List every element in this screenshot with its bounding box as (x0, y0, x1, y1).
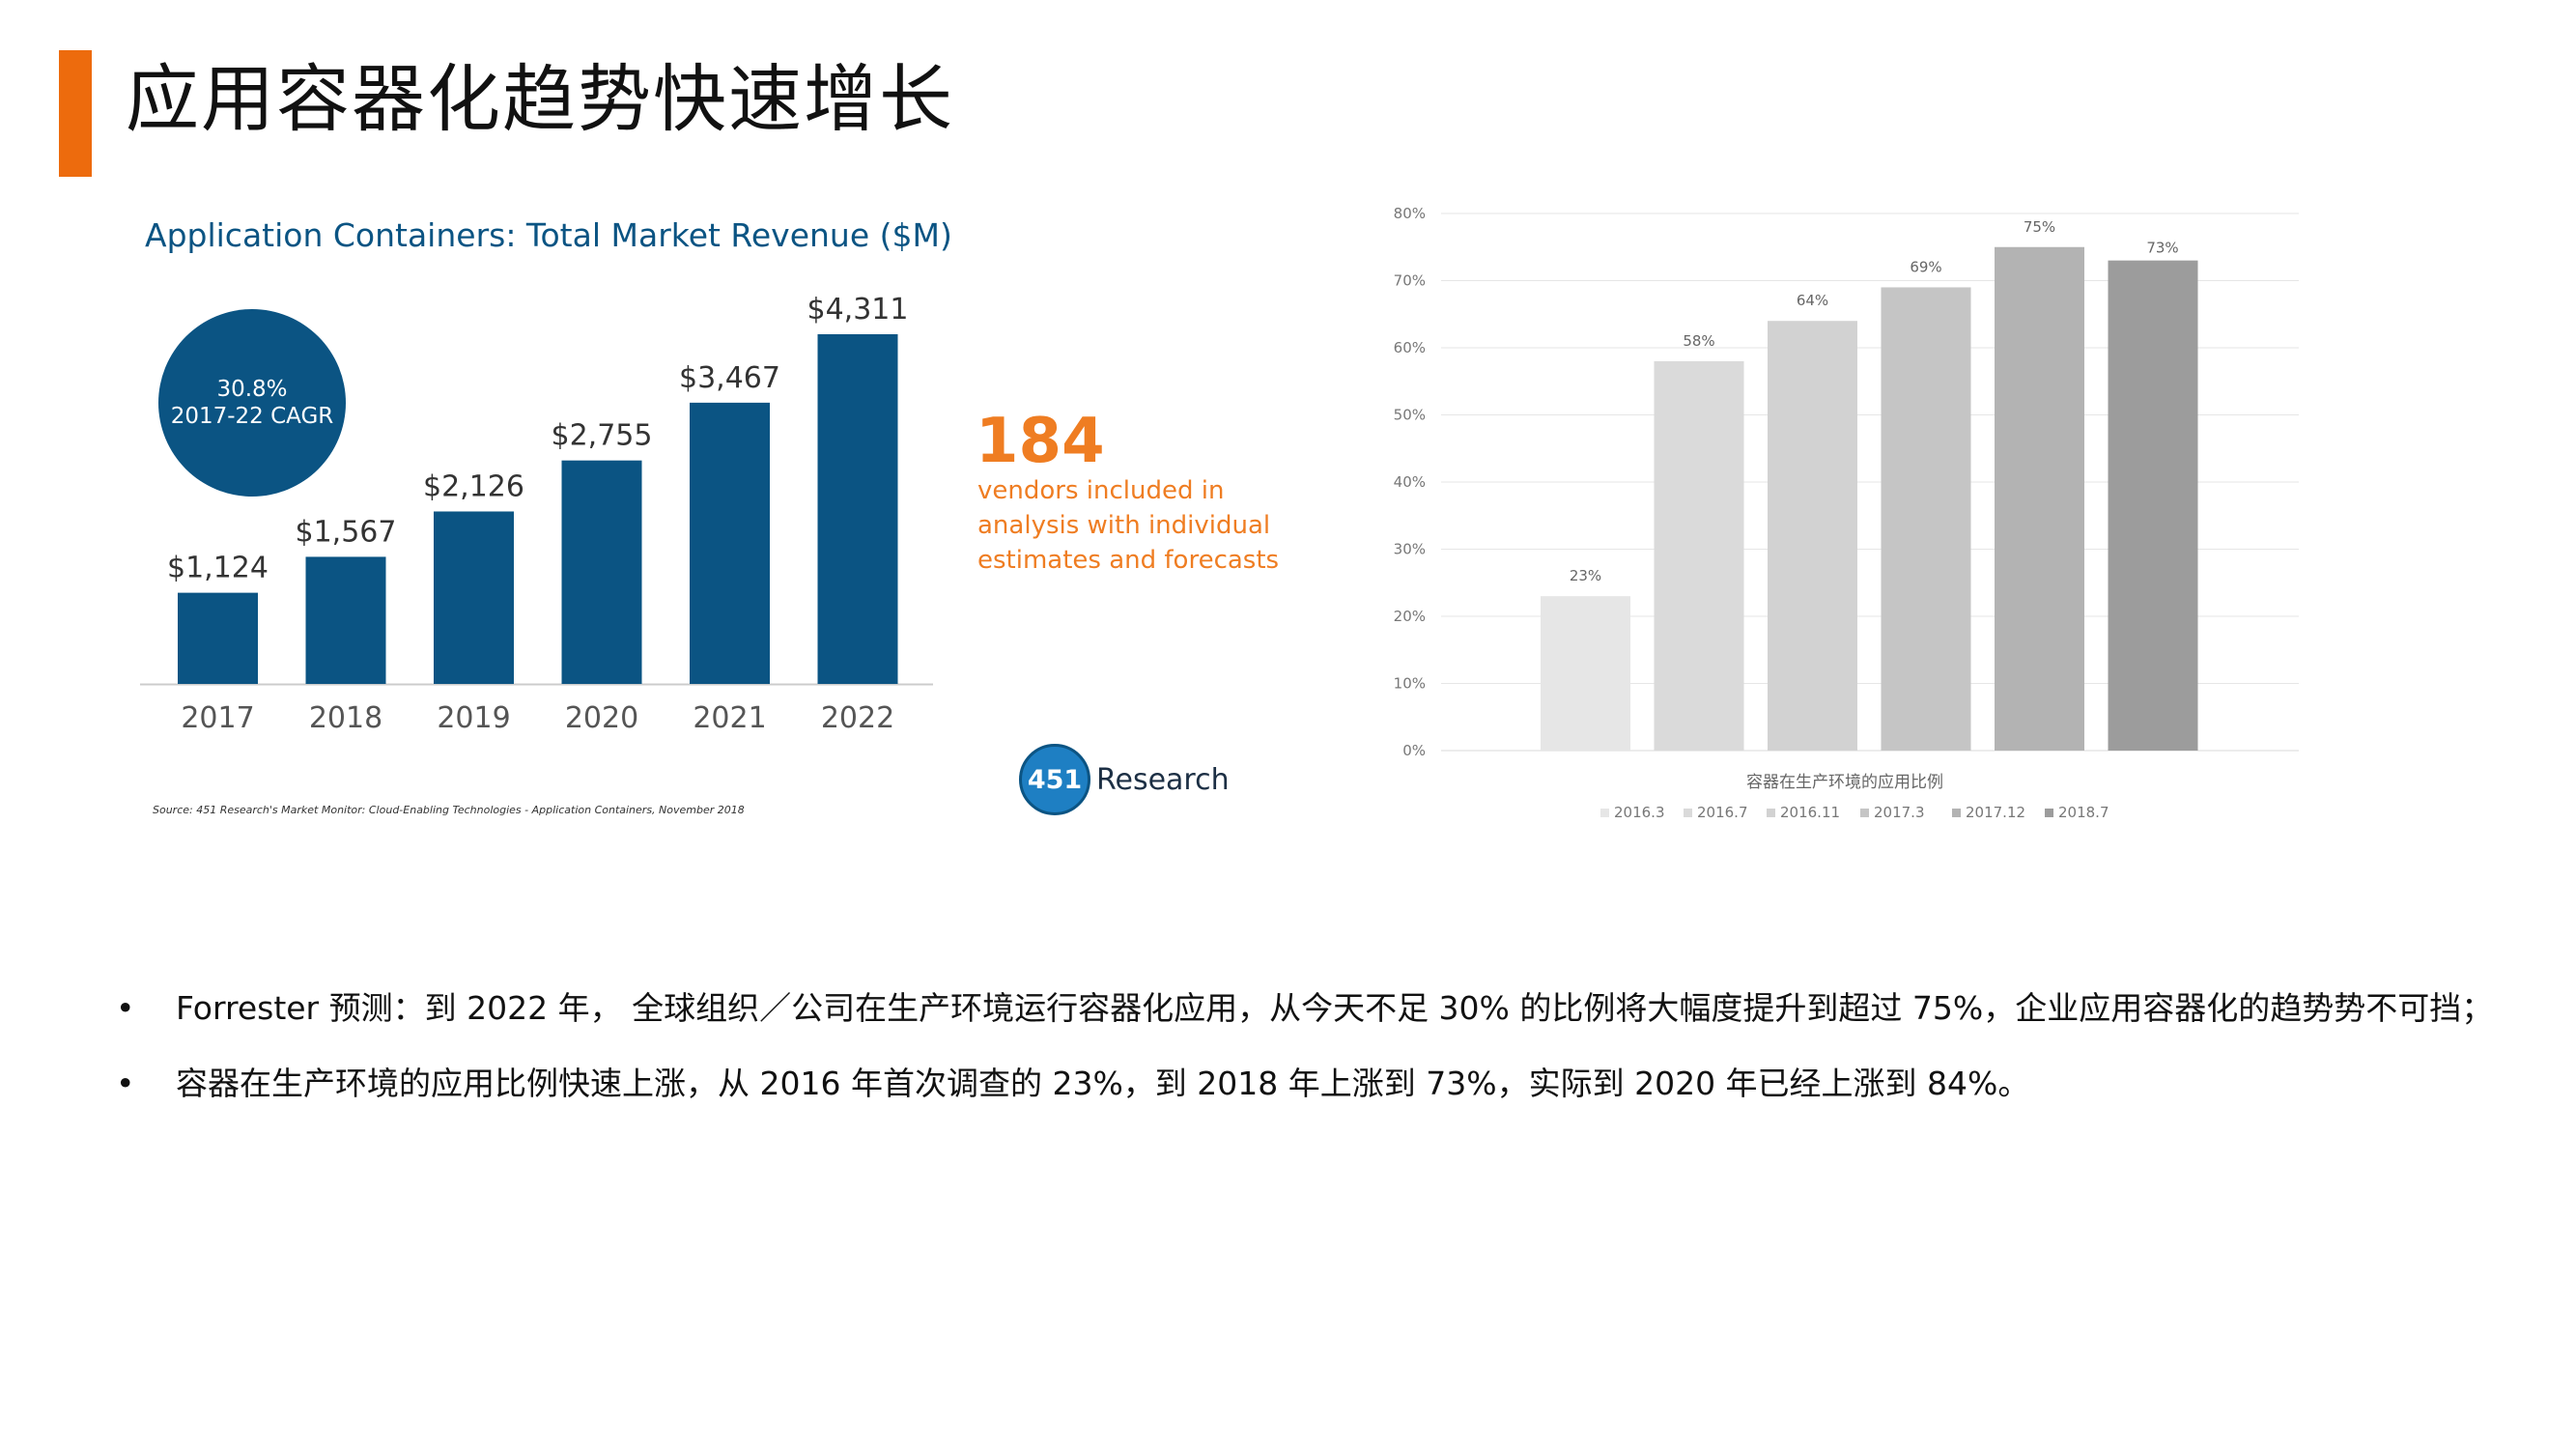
revenue-value-label: $2,126 (423, 469, 524, 503)
legend-label: 2016.11 (1780, 804, 1840, 821)
adoption-value-label: 69% (1910, 258, 1941, 275)
revenue-chart-title: Application Containers: Total Market Rev… (145, 216, 952, 254)
adoption-bar (1541, 596, 1630, 751)
adoption-value-label: 75% (2024, 218, 2055, 236)
revenue-value-label: $3,467 (679, 361, 780, 395)
adoption-value-label: 23% (1570, 567, 1601, 584)
legend-label: 2016.7 (1697, 804, 1748, 821)
adoption-bar-chart: 0% 10% 20% 30% 40% 50% 60% 70% 80% 23% 58% 64% 69% 75… (1394, 205, 2299, 821)
legend-label: 2017.3 (1874, 804, 1925, 821)
revenue-value-label: $2,755 (552, 419, 653, 453)
adoption-bar (1995, 246, 2084, 751)
adoption-bar (1881, 287, 1971, 751)
legend-label: 2016.3 (1614, 804, 1665, 821)
bullet-dot: • (116, 1065, 135, 1102)
revenue-year-label: 2019 (437, 701, 510, 735)
revenue-year-label: 2022 (821, 701, 894, 735)
bullet-dot: • (116, 989, 135, 1027)
revenue-bar (817, 334, 898, 684)
bullet-item: • 容器在生产环境的应用比例快速上涨，从 2016 年首次调查的 23%，到 2… (116, 1061, 2493, 1107)
adoption-bar (2108, 260, 2198, 751)
adoption-value-label: 64% (1797, 292, 1828, 309)
y-tick-label: 50% (1394, 407, 1426, 424)
revenue-bar (561, 460, 642, 684)
vendors-description: vendors included in analysis with indivi… (977, 476, 1280, 575)
legend-swatch (1767, 809, 1775, 817)
revenue-year-label: 2021 (693, 701, 766, 735)
revenue-bar (690, 402, 770, 684)
revenue-value-label: $1,567 (296, 515, 397, 549)
legend-label: 2018.7 (2058, 804, 2109, 821)
revenue-year-label: 2020 (565, 701, 638, 735)
slide-title: 应用容器化趋势快速增长 (126, 56, 954, 142)
legend-swatch (1684, 809, 1692, 817)
title-accent-bar (59, 50, 92, 177)
revenue-bar (178, 592, 258, 684)
source-note: Source: 451 Research's Market Monitor: C… (153, 804, 745, 816)
logo-mark: 451 (1019, 744, 1090, 815)
revenue-value-label: $4,311 (807, 293, 909, 327)
x-axis-title: 容器在生产环境的应用比例 (1746, 773, 1943, 792)
legend-swatch (2045, 809, 2053, 817)
adoption-value-label: 73% (2146, 240, 2178, 257)
y-tick-label: 20% (1394, 608, 1426, 625)
revenue-year-label: 2017 (181, 701, 254, 735)
revenue-year-label: 2018 (309, 701, 382, 735)
y-tick-label: 80% (1394, 205, 1426, 222)
cagr-badge: 30.8% 2017-22 CAGR (158, 309, 346, 497)
revenue-bar (305, 556, 386, 684)
y-tick-label: 30% (1394, 541, 1426, 558)
bullet-list: • Forrester 预测：到 2022 年， 全球组织／公司在生产环境运行容… (116, 985, 2493, 1136)
vendors-count: 184 (976, 406, 1105, 477)
y-tick-label: 0% (1402, 742, 1426, 759)
y-tick-label: 10% (1394, 675, 1426, 693)
cagr-label: 2017-22 CAGR (170, 404, 334, 429)
revenue-value-label: $1,124 (167, 552, 269, 585)
451-research-logo: 451 Research (1019, 744, 1230, 815)
revenue-bar-chart: $1,124 2017 $1,567 2018 $2,126 2019 $2,755 2020… (140, 293, 933, 735)
adoption-bar (1654, 360, 1744, 751)
y-tick-label: 70% (1394, 272, 1426, 290)
bullet-text: 容器在生产环境的应用比例快速上涨，从 2016 年首次调查的 23%，到 201… (176, 1065, 2030, 1102)
legend-swatch (1860, 809, 1869, 817)
legend-swatch (1600, 809, 1609, 817)
revenue-bar (434, 511, 514, 684)
y-tick-label: 60% (1394, 339, 1426, 356)
legend-label: 2017.12 (1966, 804, 2025, 821)
logo-text: Research (1096, 762, 1230, 797)
adoption-value-label: 58% (1683, 332, 1714, 350)
adoption-bar (1768, 321, 1857, 751)
legend-swatch (1952, 809, 1961, 817)
bullet-text: Forrester 预测：到 2022 年， 全球组织／公司在生产环境运行容器化… (176, 989, 2494, 1027)
cagr-value: 30.8% (216, 377, 288, 402)
bullet-item: • Forrester 预测：到 2022 年， 全球组织／公司在生产环境运行容… (116, 985, 2493, 1032)
y-tick-label: 40% (1394, 473, 1426, 491)
